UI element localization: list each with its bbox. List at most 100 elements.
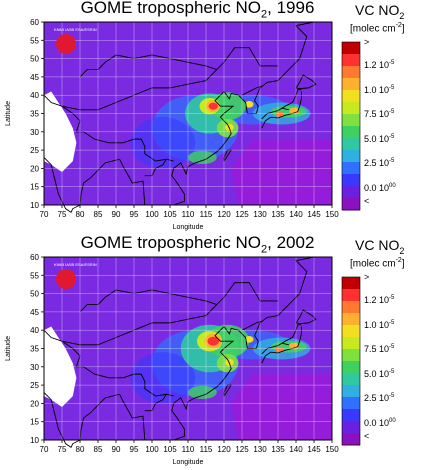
colorbar-segment	[342, 90, 360, 103]
y-tick-label: 45	[30, 73, 39, 82]
colorbar-segment	[342, 42, 360, 55]
coastline	[261, 89, 302, 120]
x-tick-label: 110	[182, 445, 195, 454]
coastline	[241, 85, 262, 96]
y-axis-label: Latitude	[5, 101, 12, 126]
y-tick-label: 50	[30, 290, 39, 299]
x-tick-label: 115	[200, 210, 213, 219]
colorbar-unit: [molec cm-2]	[350, 257, 405, 270]
x-tick-label: 145	[307, 210, 321, 219]
colorbar-segment	[342, 174, 360, 187]
y-tick-label: 25	[30, 381, 39, 390]
colorbar-tick-label: 1.2 10-5	[364, 60, 395, 70]
colorbar-tick-label: 0.0 1000	[364, 417, 396, 428]
x-tick-label: 70	[40, 445, 49, 454]
y-tick-label: 25	[30, 146, 39, 155]
no2-patch	[188, 150, 217, 165]
colorbar-segment	[342, 301, 360, 314]
coastline	[223, 256, 315, 349]
y-tick-label: 10	[30, 201, 39, 210]
colorbar-segment	[342, 150, 360, 163]
x-tick-label: 130	[253, 445, 267, 454]
colorbar-segment	[342, 126, 360, 139]
colorbar-segment	[342, 421, 360, 434]
x-tick-label: 75	[58, 445, 67, 454]
y-tick-label: 50	[30, 55, 39, 64]
ocean-region	[231, 374, 332, 440]
colorbar-segment	[342, 289, 360, 302]
coastline	[43, 329, 174, 397]
coastline	[104, 54, 217, 71]
colorbar-top-label: >	[364, 37, 370, 47]
coastline	[43, 157, 146, 213]
x-tick-label: 125	[235, 210, 249, 219]
coastline	[261, 324, 302, 355]
x-tick-label: 135	[271, 445, 285, 454]
logo-text: KNMI IASB ESA/ESRIN	[54, 262, 97, 267]
no2-patch	[207, 336, 219, 346]
x-tick-label: 85	[94, 445, 103, 454]
x-tick-label: 105	[163, 445, 177, 454]
x-tick-label: 145	[307, 445, 321, 454]
x-tick-label: 140	[289, 445, 303, 454]
colorbar-unit: [molec cm-2]	[350, 22, 405, 35]
no2-patch	[289, 342, 300, 350]
x-axis-label: Longitude	[173, 224, 204, 231]
colorbar-tick-label: 5.0 10-5	[364, 133, 395, 144]
colorbar-segment	[342, 138, 360, 151]
logo-text: KNMI IASB ESA/ESRIN	[54, 27, 97, 32]
colorbar-segment	[342, 397, 360, 410]
x-tick-label: 95	[130, 445, 139, 454]
knmi-logo	[56, 269, 76, 289]
y-tick-label: 40	[30, 91, 39, 100]
coastline	[61, 282, 278, 346]
colorbar-segment	[342, 277, 360, 290]
y-tick-label: 35	[30, 345, 39, 354]
y-tick-label: 15	[30, 183, 39, 192]
no2-patch	[130, 117, 196, 169]
y-tick-label: 60	[30, 253, 39, 262]
y-tick-label: 35	[30, 110, 39, 119]
colorbar-tick-label: 5.0 10-5	[364, 368, 395, 379]
colorbar-segment	[342, 313, 360, 326]
no2-map: KNMI IASB ESA/ESRIN 70 75 80 85 90 95 100 105 110…	[5, 18, 361, 231]
x-tick-label: 150	[325, 445, 339, 454]
x-tick-label: 140	[289, 210, 303, 219]
no2-patch	[208, 102, 218, 110]
colorbar-segment	[342, 325, 360, 338]
colorbar-segment	[342, 114, 360, 127]
colorbar-segment	[342, 385, 360, 398]
x-tick-label: 90	[112, 210, 121, 219]
coastline	[261, 91, 302, 129]
colorbar-segment	[342, 162, 360, 175]
colorbar-segment	[342, 337, 360, 350]
colorbar-tick-label: 1.0 10-5	[364, 319, 395, 330]
colorbar-tick-label: 7.5 10-5	[364, 344, 395, 354]
colorbar-segment	[342, 373, 360, 386]
colorbar-title: VC NO2	[355, 2, 405, 21]
x-tick-label: 95	[130, 210, 139, 219]
colorbar-segment	[342, 433, 360, 446]
x-tick-label: 115	[200, 445, 213, 454]
x-tick-label: 75	[58, 210, 67, 219]
ocean-region	[231, 139, 332, 205]
x-tick-label: 80	[76, 210, 85, 219]
colorbar-tick-label: 2.5 10-5	[364, 158, 395, 168]
coastline	[79, 61, 106, 78]
coastline	[43, 94, 174, 162]
y-tick-label: 15	[30, 418, 39, 427]
map-title: GOME tropospheric NO2, 1996	[80, 0, 315, 21]
coastline	[223, 21, 315, 114]
coastline	[104, 289, 217, 306]
x-tick-label: 80	[76, 445, 85, 454]
no2-patch	[244, 101, 254, 108]
x-tick-label: 135	[271, 210, 285, 219]
colorbar-segment	[342, 361, 360, 374]
y-tick-label: 60	[30, 18, 39, 27]
x-tick-label: 70	[40, 210, 49, 219]
y-tick-label: 20	[30, 399, 39, 408]
colorbar-tick-label: 1.2 10-5	[364, 295, 395, 305]
x-tick-label: 105	[163, 210, 177, 219]
colorbar-bottom-label: <	[364, 431, 370, 441]
colorbar-tick-label: 2.5 10-5	[364, 393, 395, 403]
